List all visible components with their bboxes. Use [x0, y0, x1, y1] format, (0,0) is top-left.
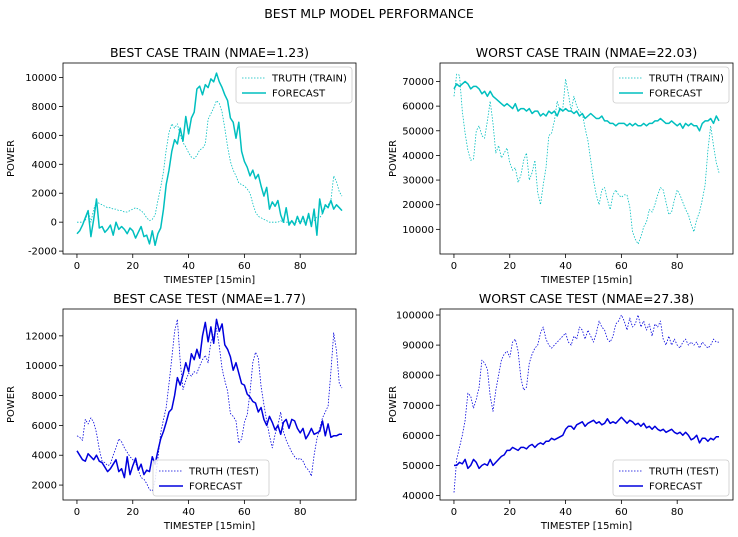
chart-title: BEST CASE TRAIN (NMAE=1.23)	[110, 45, 309, 60]
plot-frame	[439, 308, 734, 501]
legend-label: TRUTH (TEST)	[648, 467, 719, 478]
y-tick-label: 0	[51, 218, 57, 229]
y-tick-label: -2000	[28, 247, 57, 258]
x-tick-label: 40	[559, 507, 572, 518]
y-tick-label: 2000	[32, 481, 57, 492]
y-tick-label: 20000	[402, 200, 434, 211]
y-tick-label: 80000	[402, 371, 434, 382]
y-tick-label: 60000	[402, 431, 434, 442]
x-tick-label: 0	[74, 261, 80, 272]
legend-box	[612, 459, 730, 497]
y-tick-label: 50000	[402, 126, 434, 137]
legend-label: TRUTH (TRAIN)	[648, 74, 724, 85]
y-tick-label: 70000	[402, 401, 434, 412]
plot-frame	[439, 62, 734, 255]
legend-label: FORECAST	[649, 89, 703, 100]
x-tick-label: 80	[671, 261, 684, 272]
x-tick-label: 40	[559, 261, 572, 272]
y-tick-label: 2000	[32, 189, 57, 200]
y-tick-label: 10000	[25, 73, 57, 84]
y-axis-label: POWER	[388, 140, 399, 177]
y-tick-label: 4000	[32, 451, 57, 462]
series-line-forecast	[76, 318, 342, 479]
chart-panel-4: WORST CASE TEST (NMAE=27.38) 0 20 40 60 80 400…	[388, 291, 734, 532]
x-tick-label: 80	[294, 261, 307, 272]
y-tick-label: 10000	[25, 361, 57, 372]
x-tick-label: 20	[503, 261, 516, 272]
x-tick-label: 60	[238, 261, 251, 272]
legend-box	[152, 459, 270, 497]
y-tick-label: 4000	[32, 160, 57, 171]
series-line-forecast	[453, 80, 720, 132]
y-tick-label: 8000	[32, 102, 57, 113]
y-tick-label: 50000	[402, 461, 434, 472]
x-tick-label: 0	[451, 507, 457, 518]
series-line-truth-test-	[453, 314, 719, 493]
chart-panel-2: WORST CASE TRAIN (NMAE=22.03) 0 20 40 60 80 10…	[388, 45, 734, 286]
legend-box	[235, 66, 353, 104]
legend: TRUTH (TEST) FORECAST	[152, 459, 270, 497]
series-line-truth-train-	[453, 73, 720, 245]
x-tick-label: 60	[615, 507, 628, 518]
chart-panel-1: BEST CASE TRAIN (NMAE=1.23) 0 20 40 60 80 -200…	[6, 45, 357, 286]
y-tick-label: 6000	[32, 421, 57, 432]
x-axis-label: TIMESTEP [15min]	[540, 275, 632, 286]
plot-frame	[62, 62, 357, 255]
y-tick-label: 60000	[402, 102, 434, 113]
x-tick-label: 40	[182, 507, 195, 518]
x-tick-label: 20	[503, 507, 516, 518]
legend: TRUTH (TEST) FORECAST	[612, 459, 730, 497]
legend-label: FORECAST	[272, 89, 326, 100]
y-axis-label: POWER	[6, 386, 17, 423]
x-tick-label: 80	[671, 507, 684, 518]
series-line-forecast	[454, 416, 719, 470]
chart-title: WORST CASE TEST (NMAE=27.38)	[479, 291, 694, 306]
x-tick-label: 0	[74, 507, 80, 518]
x-tick-label: 80	[294, 507, 307, 518]
x-axis-label: TIMESTEP [15min]	[163, 275, 255, 286]
y-tick-label: 10000	[402, 225, 434, 236]
legend-box	[612, 66, 730, 104]
x-tick-label: 20	[126, 261, 139, 272]
x-tick-label: 0	[451, 261, 457, 272]
y-tick-label: 40000	[402, 151, 434, 162]
x-tick-label: 20	[126, 507, 139, 518]
y-tick-label: 70000	[402, 77, 434, 88]
legend-label: FORECAST	[649, 482, 703, 493]
y-tick-label: 40000	[402, 491, 434, 502]
x-tick-label: 60	[615, 261, 628, 272]
series-line-truth-train-	[77, 100, 343, 223]
y-tick-label: 30000	[402, 176, 434, 187]
y-axis-label: POWER	[6, 140, 17, 177]
chart-title: BEST CASE TEST (NMAE=1.77)	[113, 291, 306, 306]
y-tick-label: 12000	[25, 331, 57, 342]
legend: TRUTH (TRAIN) FORECAST	[612, 66, 730, 104]
plot-frame	[62, 308, 357, 501]
y-tick-label: 90000	[402, 341, 434, 352]
series-line-truth-test-	[76, 318, 343, 492]
y-axis-label: POWER	[388, 386, 399, 423]
chart-panel-3: BEST CASE TEST (NMAE=1.77) 0 20 40 60 80 2000 4…	[6, 291, 357, 532]
x-tick-label: 40	[182, 261, 195, 272]
series-line-forecast	[76, 72, 343, 247]
legend: TRUTH (TRAIN) FORECAST	[235, 66, 353, 104]
x-axis-label: TIMESTEP [15min]	[540, 521, 632, 532]
x-axis-label: TIMESTEP [15min]	[163, 521, 255, 532]
x-tick-label: 60	[238, 507, 251, 518]
figure-title: BEST MLP MODEL PERFORMANCE	[264, 6, 474, 21]
legend-label: TRUTH (TEST)	[188, 467, 259, 478]
legend-label: FORECAST	[189, 482, 243, 493]
legend-label: TRUTH (TRAIN)	[271, 74, 347, 85]
chart-title: WORST CASE TRAIN (NMAE=22.03)	[476, 45, 697, 60]
y-tick-label: 8000	[32, 391, 57, 402]
y-tick-label: 6000	[32, 131, 57, 142]
y-tick-label: 100000	[396, 311, 434, 322]
